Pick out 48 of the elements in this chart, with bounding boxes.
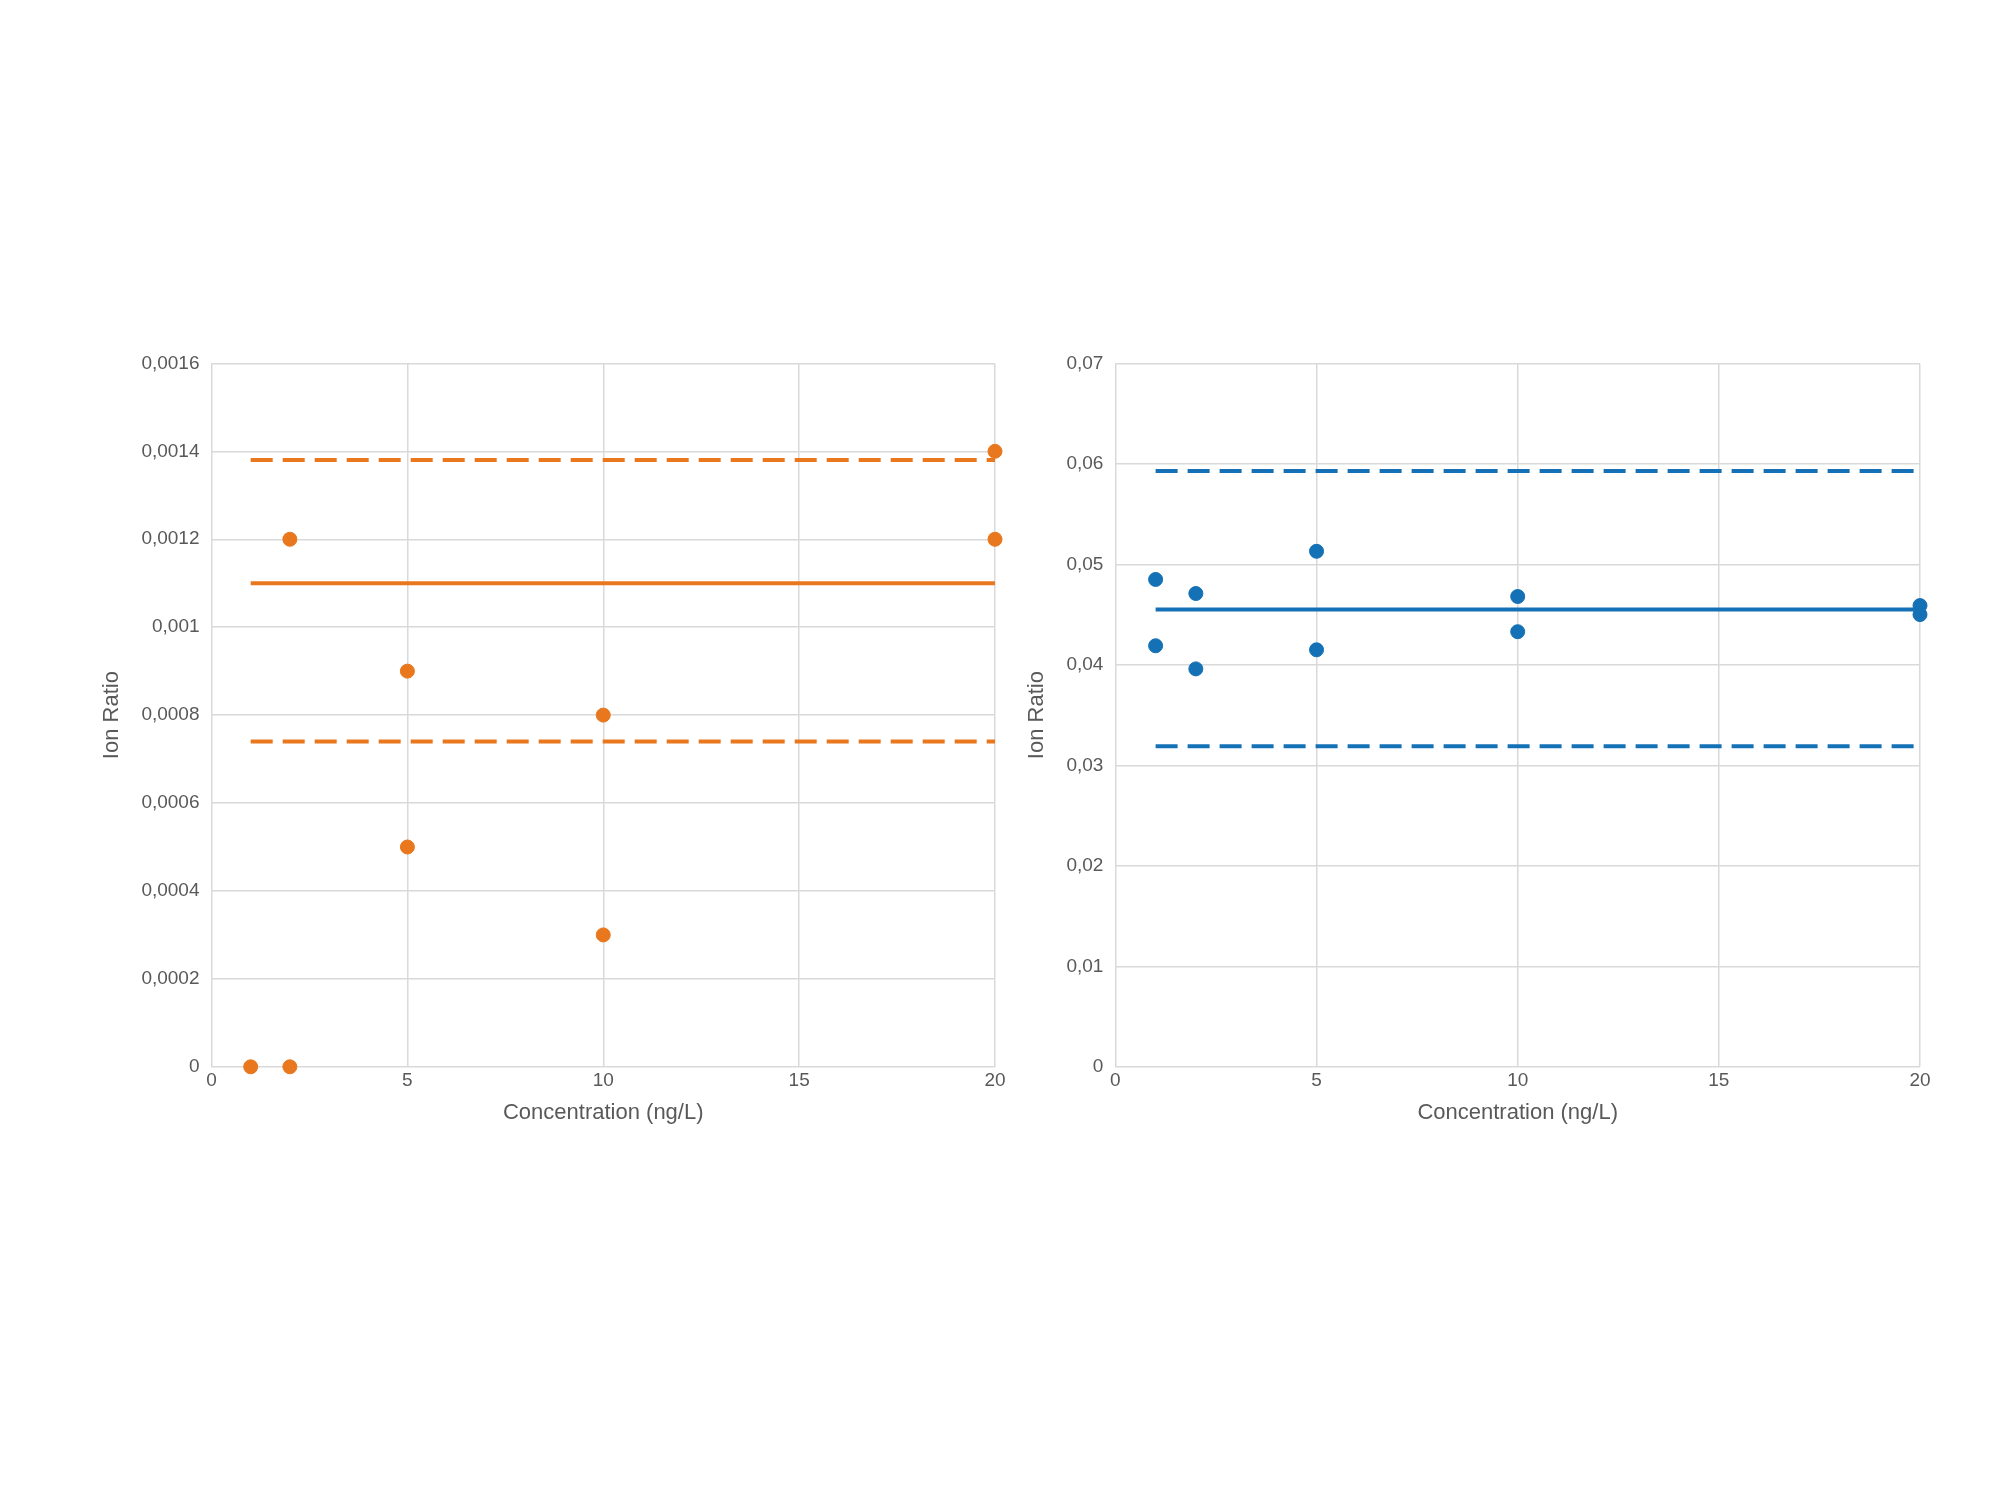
x-tick-label: 0	[1110, 1069, 1121, 1091]
y-tick-label: 0,04	[1066, 653, 1104, 675]
point	[1309, 543, 1325, 559]
y-tick-label: 0,001	[151, 615, 200, 637]
point	[1188, 661, 1204, 677]
x-tick-label: 15	[1708, 1069, 1730, 1091]
x-tick-label: 20	[984, 1069, 1006, 1091]
x-tick-label: 5	[402, 1069, 413, 1091]
y-tick-label: 0,07	[1066, 351, 1104, 373]
y-tick-label: 0,0016	[141, 351, 200, 373]
y-tick-label: 0,0002	[141, 967, 200, 989]
x-tick-label: 10	[1507, 1069, 1529, 1091]
y-tick-label: 0,05	[1066, 552, 1104, 574]
y-tick-label: 0,02	[1066, 854, 1104, 876]
point	[399, 839, 415, 855]
y-axis-title: Ion Ratio	[1023, 671, 1049, 760]
y-tick-label: 0	[188, 1055, 200, 1077]
x-tick-label: 20	[1909, 1069, 1931, 1091]
point	[399, 663, 415, 679]
point	[595, 927, 611, 943]
x-tick-label: 5	[1311, 1069, 1322, 1091]
point	[1188, 586, 1204, 602]
y-tick-label: 0,01	[1066, 954, 1104, 976]
y-tick-label: 0,06	[1066, 452, 1104, 474]
x-axis-title: Concentration (ng/L)	[1417, 1098, 1618, 1124]
x-tick-label: 15	[788, 1069, 810, 1091]
point	[282, 531, 298, 547]
point	[595, 707, 611, 723]
point	[1309, 642, 1325, 658]
y-tick-label: 0,0008	[141, 703, 200, 725]
point	[1510, 624, 1526, 640]
point	[282, 1059, 298, 1075]
y-tick-label: 0,0014	[141, 439, 200, 461]
point	[1148, 638, 1164, 654]
point	[987, 531, 1003, 547]
point	[1510, 589, 1526, 605]
point	[243, 1059, 259, 1075]
x-axis-title: Concentration (ng/L)	[502, 1098, 704, 1124]
y-tick-label: 0,0004	[141, 879, 200, 901]
x-tick-label: 10	[592, 1069, 614, 1091]
y-tick-label: 0,0006	[141, 791, 200, 813]
point	[1148, 571, 1164, 587]
x-tick-label: 0	[206, 1069, 217, 1091]
y-tick-label: 0,03	[1066, 753, 1104, 775]
point	[987, 443, 1003, 459]
y-tick-label: 0,0012	[141, 527, 200, 549]
y-tick-label: 0	[1092, 1055, 1104, 1077]
y-axis-title: Ion Ratio	[98, 671, 124, 760]
